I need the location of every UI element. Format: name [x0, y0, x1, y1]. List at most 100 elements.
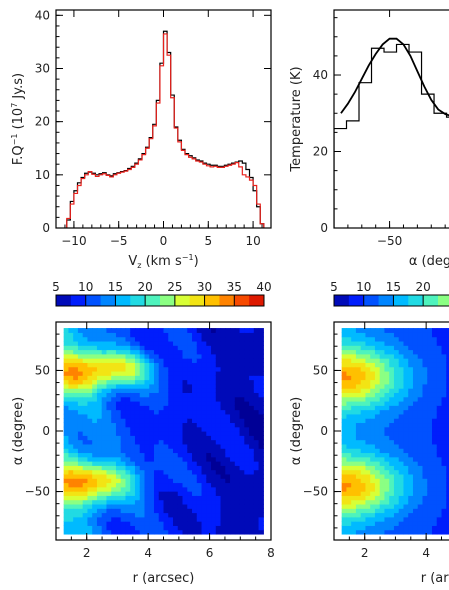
heatmap-cell [144, 512, 150, 518]
heatmap-cell [120, 405, 127, 411]
heatmap-cell [168, 443, 174, 449]
heatmap-cell [253, 482, 260, 488]
x-tick-label: 4 [422, 546, 430, 560]
heatmap-cell [422, 396, 428, 402]
heatmap-cell [77, 495, 84, 501]
heatmap-cell [384, 482, 390, 488]
heatmap-cell [101, 388, 108, 393]
heatmap-cell [244, 478, 250, 484]
heatmap-cell [422, 452, 428, 458]
heatmap-cell [393, 336, 400, 342]
heatmap-cell [346, 508, 352, 514]
heatmap-cell [379, 439, 386, 445]
heatmap-cell [379, 508, 386, 514]
heatmap-cell [389, 426, 395, 432]
heatmap-cell [441, 525, 447, 531]
heatmap-cell [412, 336, 419, 342]
heatmap-cell [398, 388, 405, 393]
heatmap-cell [96, 340, 103, 346]
heatmap-cell [106, 418, 112, 424]
heatmap-cell [77, 366, 84, 372]
heatmap-cell [431, 473, 438, 479]
heatmap-cell [441, 392, 447, 398]
heatmap-cell [341, 388, 348, 393]
heatmap-cell [134, 495, 141, 501]
heatmap-cell [120, 345, 127, 351]
heatmap-cell [244, 469, 250, 475]
heatmap-cell [234, 405, 241, 411]
heatmap-cell [360, 358, 367, 363]
heatmap-cell [244, 426, 250, 432]
heatmap-cell [111, 529, 117, 535]
heatmap-cell [370, 482, 376, 488]
heatmap-cell [446, 516, 449, 522]
heatmap-cell [239, 396, 245, 402]
heatmap-cell [408, 366, 414, 372]
heatmap-cell [120, 379, 127, 385]
heatmap-cell [139, 473, 146, 479]
heatmap-cell [408, 332, 414, 338]
heatmap-cell [168, 516, 174, 522]
heatmap-cell [96, 396, 103, 402]
heatmap-cell [168, 379, 174, 385]
heatmap-cell [111, 495, 117, 501]
heatmap-cell [92, 379, 98, 385]
heatmap-cell [134, 400, 141, 406]
heatmap-cell [111, 426, 117, 432]
heatmap-cell [144, 392, 150, 398]
heatmap-cell [422, 422, 428, 428]
heatmap-cell [82, 353, 89, 359]
heatmap-cell [234, 383, 241, 389]
y-axis-title: α (degree) [289, 397, 304, 465]
heatmap-cell [234, 358, 241, 363]
heatmap-cell [211, 499, 217, 505]
heatmap-cell [370, 452, 376, 458]
heatmap-cell [101, 396, 108, 402]
heatmap-cell [182, 409, 188, 415]
heatmap-cell [92, 409, 98, 415]
heatmap-cell [120, 521, 127, 526]
heatmap-cell [196, 358, 203, 363]
heatmap-cell [441, 349, 447, 355]
heatmap-cell [130, 435, 136, 441]
heatmap-cell [92, 529, 98, 535]
heatmap-cell [111, 388, 117, 393]
heatmap-cell [68, 362, 74, 368]
heatmap-cell [87, 443, 93, 449]
heatmap-cell [436, 388, 443, 393]
heatmap-cell [258, 400, 264, 406]
heatmap-cell [249, 328, 255, 333]
heatmap-cell [96, 473, 103, 479]
heatmap-cell [341, 461, 348, 466]
heatmap-cell [341, 495, 348, 501]
heatmap-cell [441, 448, 447, 454]
heatmap-cell [63, 503, 70, 509]
heatmap-cell [365, 478, 371, 484]
heatmap-cell [370, 328, 376, 333]
heatmap-cell [115, 396, 122, 402]
heatmap-cell [244, 375, 250, 381]
heatmap-cell [403, 461, 409, 466]
heatmap-cell [211, 435, 217, 441]
heatmap-cell [234, 396, 241, 402]
heatmap-cell [153, 473, 160, 479]
heatmap-cell [82, 452, 89, 458]
heatmap-cell [403, 409, 409, 415]
heatmap-cell [244, 508, 250, 514]
heatmap-cell [249, 495, 255, 501]
heatmap-cell [370, 375, 376, 381]
heatmap-cell [187, 431, 193, 436]
heatmap-cell [77, 340, 84, 346]
heatmap-cell [341, 508, 348, 514]
heatmap-cell [446, 525, 449, 531]
heatmap-cell [234, 529, 241, 535]
heatmap-cell [82, 340, 89, 346]
heatmap-cell [73, 435, 79, 441]
heatmap-cell [115, 328, 122, 333]
heatmap-cell [225, 448, 231, 454]
heatmap-cell [427, 388, 433, 393]
heatmap-cell [258, 503, 264, 509]
heatmap-cell [355, 362, 362, 368]
heatmap-cell [77, 499, 84, 505]
heatmap-cell [92, 336, 98, 342]
